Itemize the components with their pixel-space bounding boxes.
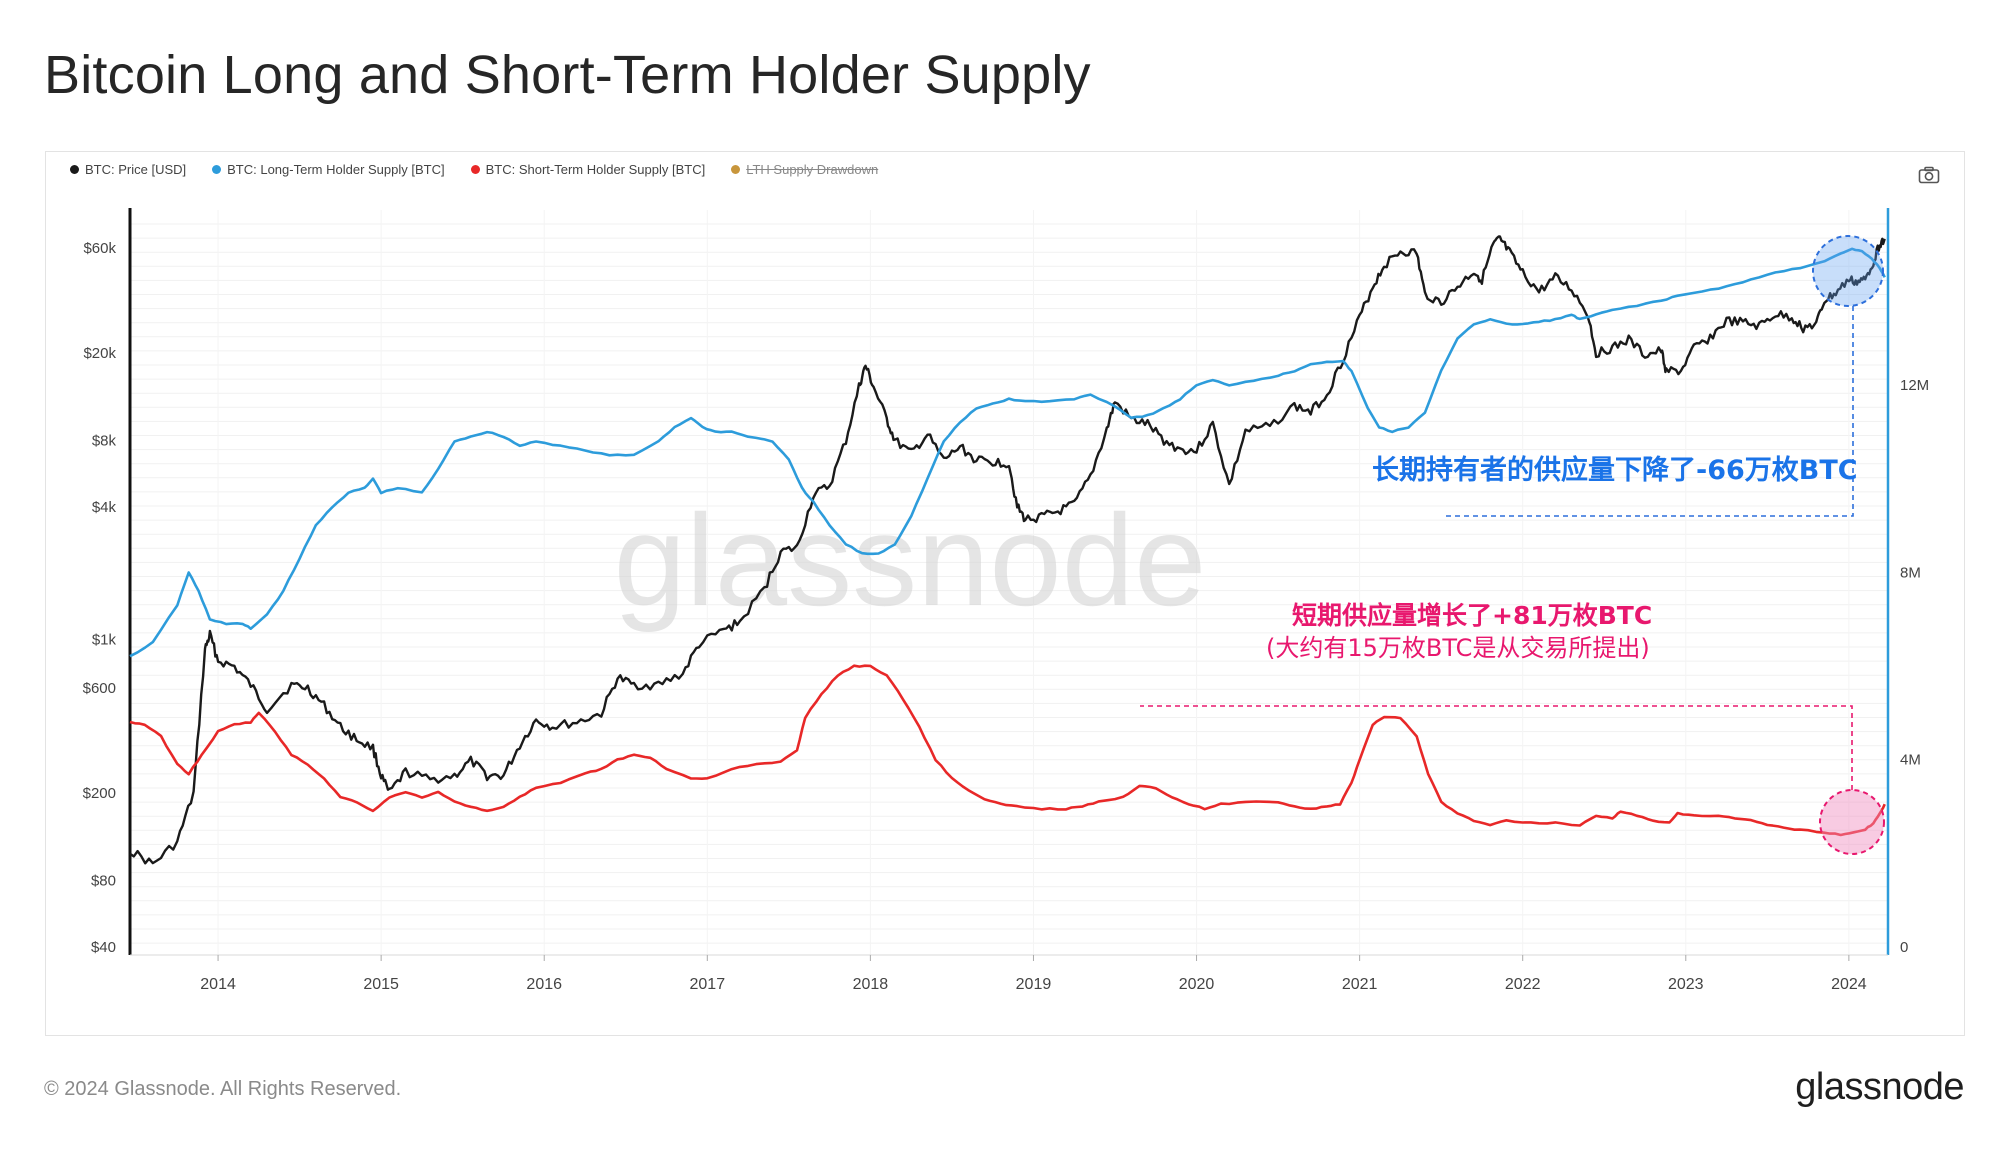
annotation-lth: 长期持有者的供应量下降了-66万枚BTC [1372, 455, 1858, 486]
legend-label: BTC: Price [USD] [85, 162, 187, 177]
watermark: glassnode [614, 487, 1207, 633]
legend-label: BTC: Long-Term Holder Supply [BTC] [227, 162, 445, 177]
y-right-tick-label: 0 [1900, 939, 1908, 956]
x-tick-label: 2017 [690, 976, 726, 993]
legend-item-price[interactable]: BTC: Price [USD] [70, 162, 186, 177]
footer-logo: glassnode [1795, 1066, 1964, 1108]
annotation-sth-increase: 短期供应量增长了+81万枚BTC [1292, 601, 1653, 630]
footer-copyright: © 2024 Glassnode. All Rights Reserved. [44, 1078, 402, 1100]
highlights [1140, 235, 1885, 855]
x-tick-label: 2019 [1016, 976, 1052, 993]
annotation-sth-exchange: (大约有15万枚BTC是从交易所提出) [1266, 634, 1650, 662]
x-tick-label: 2022 [1505, 976, 1541, 993]
legend-swatch-lth [212, 165, 222, 174]
series-line-lth-supply [129, 247, 1886, 658]
legend-label: LTH Supply Drawdown [746, 162, 879, 177]
series-line-price [129, 235, 1886, 865]
y-left-tick-label: $40 [91, 939, 116, 956]
y-left-tick-label: $20k [83, 345, 116, 362]
guide-lth [1443, 306, 1854, 517]
chart-frame [45, 151, 1965, 1036]
x-tick-label: 2018 [853, 976, 889, 993]
y-right-tick-label: 4M [1900, 752, 1921, 769]
legend-item-lth[interactable]: BTC: Long-Term Holder Supply [BTC] [212, 162, 445, 177]
series-line-sth-supply [129, 664, 1886, 837]
axes [128, 208, 1890, 956]
camera-icon[interactable] [1918, 166, 1940, 184]
legend-item-sth[interactable]: BTC: Short-Term Holder Supply [BTC] [470, 162, 706, 177]
y-left-tick-label: $200 [83, 785, 116, 802]
chart-legend: BTC: Price [USD] BTC: Long-Term Holder S… [70, 162, 878, 177]
legend-swatch-sth [470, 165, 480, 174]
y-right-tick-label: 12M [1900, 377, 1929, 394]
y-left-tick-label: $600 [83, 680, 116, 697]
page-title: Bitcoin Long and Short-Term Holder Suppl… [44, 45, 1091, 105]
x-tick-label: 2021 [1342, 976, 1378, 993]
y-left-tick-label: $4k [92, 499, 117, 516]
legend-item-lth-drawdown[interactable]: LTH Supply Drawdown [731, 162, 878, 177]
highlight-lth-circle [1812, 235, 1884, 307]
legend-label: BTC: Short-Term Holder Supply [BTC] [485, 162, 706, 177]
highlight-sth-circle [1819, 789, 1885, 855]
y-left-tick-label: $8k [92, 433, 117, 450]
x-tick-label: 2014 [200, 976, 236, 993]
x-tick-label: 2024 [1831, 976, 1867, 993]
x-tick-label: 2020 [1179, 976, 1215, 993]
legend-swatch-drawdown [731, 165, 741, 174]
guide-sth [1140, 705, 1853, 790]
grid-lines [130, 210, 1888, 955]
x-tick-label: 2023 [1668, 976, 1704, 993]
y-right-tick-label: 8M [1900, 564, 1921, 581]
y-left-tick-label: $60k [83, 240, 116, 257]
series-lines [129, 235, 1886, 865]
tick-labels: $40 $80 $200 $600 $1k $4k $8k $20k $60k 0 4M 8M 12M 2… [83, 240, 1930, 993]
y-left-tick-label: $80 [91, 873, 116, 890]
y-left-tick-label: $1k [92, 631, 117, 648]
legend-swatch-price [70, 165, 79, 174]
x-tick-label: 2015 [363, 976, 399, 993]
x-tick-label: 2016 [526, 976, 562, 993]
